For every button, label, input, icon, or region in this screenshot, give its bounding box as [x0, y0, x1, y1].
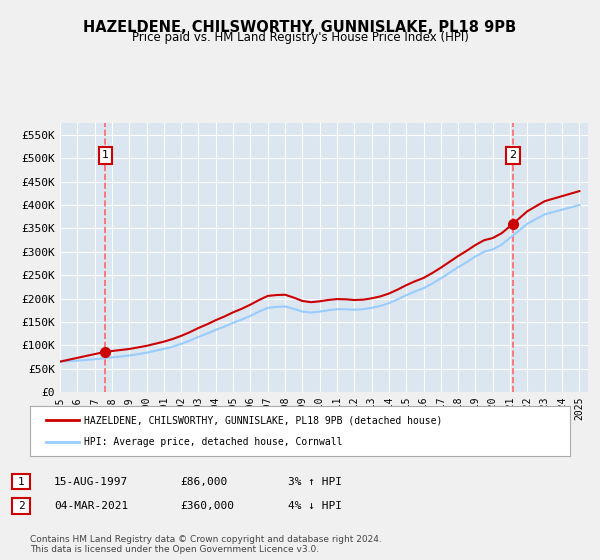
Text: Price paid vs. HM Land Registry's House Price Index (HPI): Price paid vs. HM Land Registry's House …	[131, 31, 469, 44]
Text: 04-MAR-2021: 04-MAR-2021	[54, 501, 128, 511]
Text: 2: 2	[509, 151, 517, 161]
Text: Contains HM Land Registry data © Crown copyright and database right 2024.
This d: Contains HM Land Registry data © Crown c…	[30, 535, 382, 554]
Text: 4% ↓ HPI: 4% ↓ HPI	[288, 501, 342, 511]
Text: HPI: Average price, detached house, Cornwall: HPI: Average price, detached house, Corn…	[84, 437, 343, 447]
Text: 1: 1	[102, 151, 109, 161]
Text: £360,000: £360,000	[180, 501, 234, 511]
Text: 15-AUG-1997: 15-AUG-1997	[54, 477, 128, 487]
Text: £86,000: £86,000	[180, 477, 227, 487]
Text: 3% ↑ HPI: 3% ↑ HPI	[288, 477, 342, 487]
Text: 1: 1	[17, 477, 25, 487]
Text: 2: 2	[17, 501, 25, 511]
Text: HAZELDENE, CHILSWORTHY, GUNNISLAKE, PL18 9PB: HAZELDENE, CHILSWORTHY, GUNNISLAKE, PL18…	[83, 20, 517, 35]
Text: HAZELDENE, CHILSWORTHY, GUNNISLAKE, PL18 9PB (detached house): HAZELDENE, CHILSWORTHY, GUNNISLAKE, PL18…	[84, 415, 442, 425]
